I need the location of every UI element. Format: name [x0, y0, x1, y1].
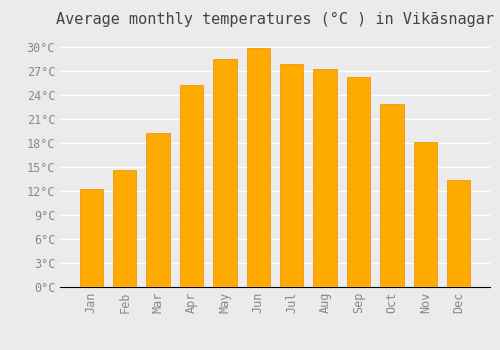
- Bar: [314, 69, 337, 287]
- Bar: [280, 64, 303, 287]
- Bar: [113, 170, 136, 287]
- Bar: [146, 133, 170, 287]
- Bar: [380, 104, 404, 287]
- Bar: [414, 142, 437, 287]
- Bar: [447, 180, 470, 287]
- Title: Average monthly temperatures (°C ) in Vikāsnagar: Average monthly temperatures (°C ) in Vi…: [56, 12, 494, 27]
- Bar: [347, 77, 370, 287]
- Bar: [80, 189, 103, 287]
- Bar: [213, 59, 236, 287]
- Bar: [180, 85, 203, 287]
- Bar: [246, 48, 270, 287]
